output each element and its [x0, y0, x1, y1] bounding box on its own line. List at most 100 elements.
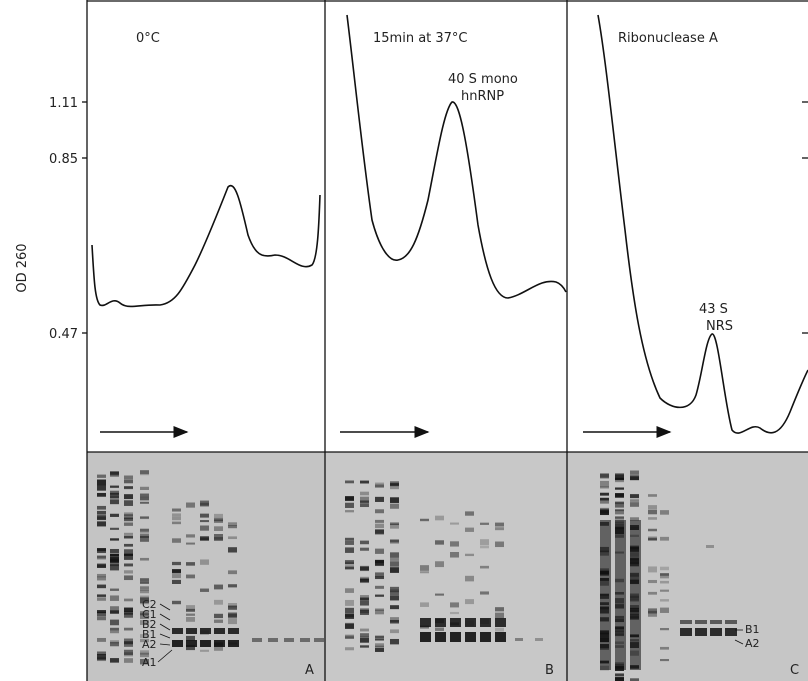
gel-band — [97, 514, 106, 520]
gel-band — [375, 523, 384, 529]
gel-band — [710, 628, 722, 636]
panel-title: 0°C — [136, 31, 160, 46]
gel-band — [630, 474, 639, 481]
panel-letter: C — [790, 663, 799, 678]
gel-band — [97, 573, 106, 578]
gel-band — [450, 632, 461, 642]
gel-band — [140, 578, 149, 582]
gel-band — [314, 638, 324, 642]
band-labels-a: C2 C1 B2 B1 A2 A1 — [142, 598, 157, 669]
gel-band — [140, 516, 149, 520]
gel-band — [375, 509, 384, 514]
gel-band — [110, 595, 119, 601]
gel-band — [360, 609, 369, 615]
gel-band — [124, 512, 133, 516]
gel-band — [110, 562, 119, 566]
gel-band — [390, 586, 399, 593]
gel-band — [630, 494, 639, 499]
gel-band — [450, 552, 459, 558]
gel-band — [140, 470, 149, 476]
panel-letter: B — [545, 663, 554, 678]
gel-band — [480, 539, 489, 545]
gel-band — [390, 503, 399, 509]
gel-band — [615, 502, 624, 508]
gel-band — [140, 659, 149, 665]
gel-band — [110, 642, 119, 647]
gel-band — [648, 608, 657, 614]
gel-band — [435, 561, 444, 568]
gel-band — [615, 516, 624, 519]
y-axis-label: OD 260 — [15, 243, 30, 292]
gel-band — [110, 627, 119, 631]
gel-band — [124, 638, 133, 645]
gel-band — [97, 597, 106, 601]
gel-band — [110, 548, 119, 553]
gel-band — [172, 569, 181, 575]
gel-band — [390, 561, 399, 567]
gel-band — [124, 494, 133, 500]
gel-band — [300, 638, 310, 642]
gel-band — [360, 500, 369, 504]
gel-band — [648, 505, 657, 510]
gel-band — [660, 589, 669, 592]
gel-band — [124, 500, 133, 506]
gel-band — [228, 612, 237, 618]
gel-band — [124, 627, 133, 631]
gel-band — [110, 640, 119, 644]
gel-band — [660, 646, 669, 650]
y-tick-label: 0.47 — [49, 327, 78, 342]
gel-band — [214, 519, 223, 523]
gel-band — [124, 570, 133, 574]
gel-band — [435, 627, 444, 631]
gel-band — [390, 605, 399, 610]
gel-band — [228, 618, 237, 625]
gel-band — [450, 602, 459, 608]
gel-band — [680, 628, 692, 636]
gel-band — [345, 615, 354, 619]
gel-band — [345, 647, 354, 651]
gel-band — [140, 535, 149, 542]
curves — [91, 14, 808, 434]
gel-band — [480, 522, 489, 525]
gel-band — [140, 634, 149, 638]
gel-band — [172, 521, 181, 525]
gel-band — [124, 475, 133, 480]
gel-band — [390, 539, 399, 544]
gel-band — [375, 576, 384, 580]
gel-band — [228, 525, 237, 529]
gel-band — [615, 474, 624, 481]
gel-band — [600, 473, 609, 479]
gel-band — [345, 496, 354, 502]
gel-band — [600, 520, 611, 670]
gel-band — [600, 480, 609, 487]
gel-band — [140, 599, 149, 605]
gel-band — [140, 620, 149, 625]
gel-band — [630, 470, 639, 475]
gel-band — [630, 678, 639, 681]
gel-band — [725, 628, 737, 636]
gel-band — [375, 560, 384, 566]
gel-band — [97, 479, 106, 486]
gel-band — [186, 502, 195, 508]
gel-band — [420, 518, 429, 521]
gel-band — [420, 625, 429, 629]
gel-band — [110, 538, 119, 541]
gel-band — [200, 628, 211, 634]
gel-band — [345, 599, 354, 606]
gel-band — [465, 632, 476, 642]
gel-band — [360, 480, 369, 484]
gel-band — [140, 650, 149, 655]
gel-band — [214, 645, 223, 651]
gel-band — [420, 632, 431, 642]
gel-band — [214, 628, 225, 634]
gel-band — [450, 611, 459, 615]
gel-band — [228, 570, 237, 575]
gel-band — [615, 487, 624, 490]
gel-band — [435, 618, 446, 627]
band-label: C2 — [142, 598, 157, 611]
gel-band — [660, 580, 669, 584]
panel-title: 15min at 37°C — [373, 31, 468, 46]
gel-band — [360, 628, 369, 632]
gel-band — [97, 492, 106, 497]
gel-band — [660, 599, 669, 602]
